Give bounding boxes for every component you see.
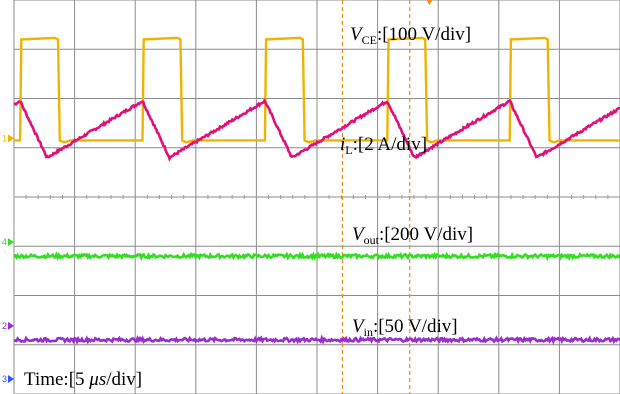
- trace-iL: [13, 97, 620, 162]
- trace-1: [14, 36, 620, 144]
- time-prefix: Time:[5: [24, 369, 89, 390]
- time-unit: μs: [88, 369, 106, 390]
- vin-sub: in: [364, 325, 373, 339]
- vce-scale: :[100 V/div]: [377, 24, 471, 45]
- marker-label: 1: [2, 133, 7, 143]
- marker-label: 2: [2, 321, 7, 331]
- vce-sub: CE: [362, 33, 377, 47]
- vin-var: V: [352, 316, 366, 337]
- vout-scale: :[200 V/div]: [379, 224, 473, 245]
- vout-label: Vout:[200 V/div]: [352, 224, 473, 247]
- il-scale: :[2 A/div]: [353, 134, 427, 155]
- vce-var: V: [350, 24, 364, 45]
- center-axis-ticks: [13, 195, 609, 199]
- trace-4: [13, 251, 620, 261]
- marker-arrow: [8, 375, 14, 383]
- vout-var: V: [352, 224, 366, 245]
- il-var: i: [340, 134, 345, 155]
- il-label: iL:[2 A/div]: [340, 134, 427, 157]
- marker-arrow: [8, 134, 14, 143]
- time-label: Time:[5 μs/div]: [24, 369, 142, 390]
- traces: [13, 36, 620, 346]
- vin-label: Vin:[50 V/div]: [352, 316, 458, 339]
- channel-marker-ref: 3: [2, 374, 14, 384]
- marker-arrow: [8, 238, 14, 247]
- trace-2: [13, 334, 620, 346]
- channel-marker-4: 4: [2, 237, 14, 247]
- cursor-lines: [341, 0, 433, 394]
- il-sub: L: [345, 143, 352, 157]
- marker-label: 4: [2, 237, 7, 247]
- time-suffix: /div]: [106, 369, 142, 390]
- vce-label: VCE:[100 V/div]: [350, 24, 471, 47]
- graticule: [13, 0, 620, 394]
- channel-marker-2: 2: [2, 321, 14, 331]
- vin-scale: :[50 V/div]: [373, 316, 458, 337]
- channel-marker-1: 1: [2, 133, 14, 143]
- marker-label: 3: [2, 374, 7, 384]
- trigger-marker: [426, 0, 433, 5]
- marker-arrow: [8, 321, 14, 330]
- vout-sub: out: [364, 233, 380, 247]
- channel-markers: 1 4 2 3: [2, 133, 14, 384]
